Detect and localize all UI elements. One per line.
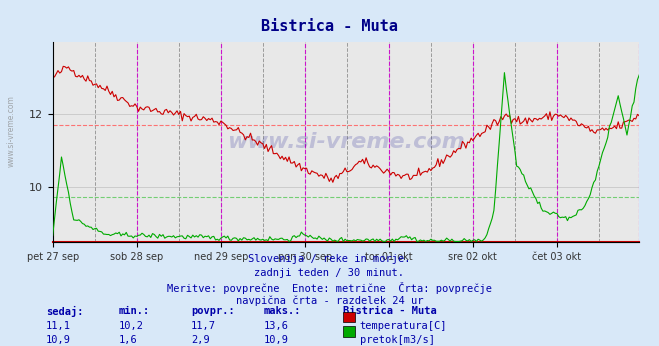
Text: Meritve: povprečne  Enote: metrične  Črta: povprečje: Meritve: povprečne Enote: metrične Črta:…	[167, 282, 492, 294]
Text: 10,9: 10,9	[46, 335, 71, 345]
Text: 10,9: 10,9	[264, 335, 289, 345]
Text: 11,1: 11,1	[46, 321, 71, 331]
Text: maks.:: maks.:	[264, 306, 301, 316]
Text: zadnji teden / 30 minut.: zadnji teden / 30 minut.	[254, 268, 405, 278]
Text: www.si-vreme.com: www.si-vreme.com	[227, 132, 465, 152]
Text: 1,6: 1,6	[119, 335, 137, 345]
Text: 13,6: 13,6	[264, 321, 289, 331]
Text: temperatura[C]: temperatura[C]	[360, 321, 447, 331]
Text: Bistrica - Muta: Bistrica - Muta	[343, 306, 436, 316]
Text: 10,2: 10,2	[119, 321, 144, 331]
Text: www.si-vreme.com: www.si-vreme.com	[7, 95, 16, 167]
Text: 2,9: 2,9	[191, 335, 210, 345]
Text: povpr.:: povpr.:	[191, 306, 235, 316]
Text: min.:: min.:	[119, 306, 150, 316]
Text: Bistrica - Muta: Bistrica - Muta	[261, 19, 398, 34]
Text: sedaj:: sedaj:	[46, 306, 84, 317]
Text: navpična črta - razdelek 24 ur: navpična črta - razdelek 24 ur	[236, 296, 423, 306]
Text: Slovenija / reke in morje.: Slovenija / reke in morje.	[248, 254, 411, 264]
Text: 11,7: 11,7	[191, 321, 216, 331]
Text: pretok[m3/s]: pretok[m3/s]	[360, 335, 435, 345]
